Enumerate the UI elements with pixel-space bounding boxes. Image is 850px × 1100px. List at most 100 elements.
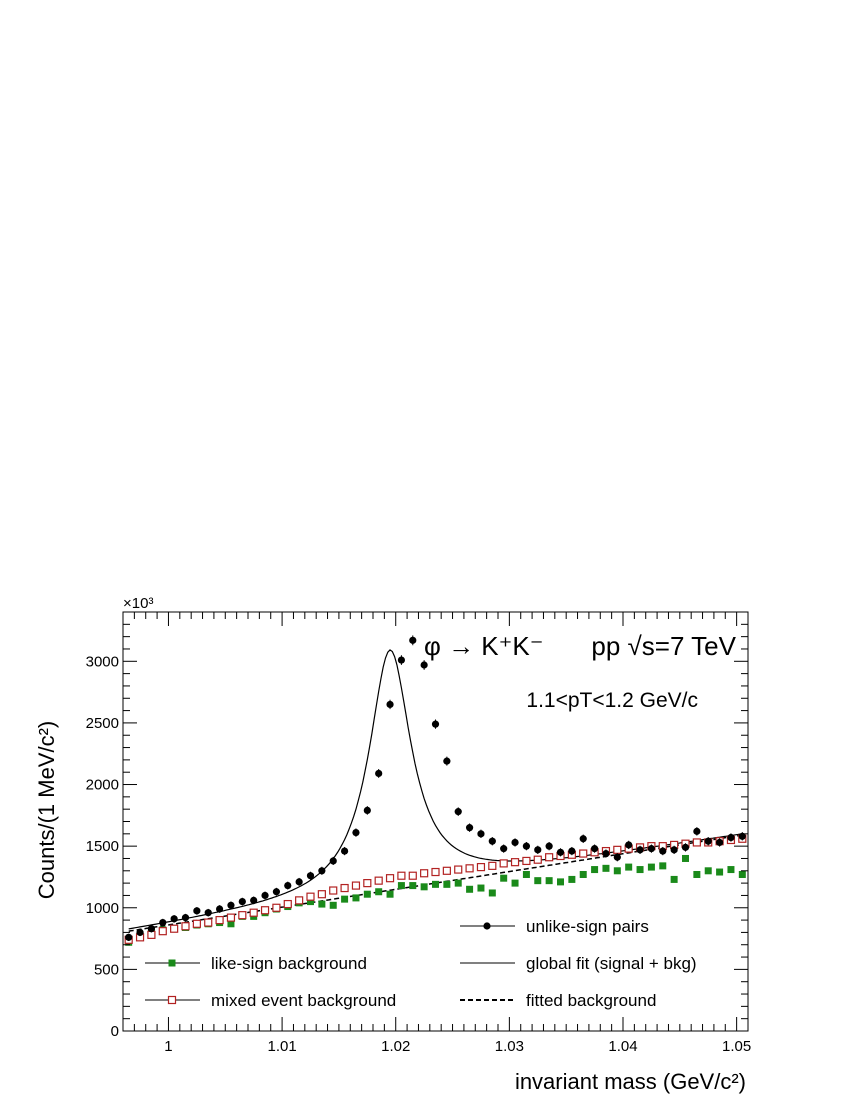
data-point bbox=[158, 927, 167, 936]
y-axis-title: Counts/(1 MeV/c²) bbox=[34, 721, 59, 900]
data-point bbox=[534, 846, 542, 854]
legend-entry: fitted background bbox=[460, 991, 656, 1010]
data-point bbox=[681, 843, 690, 851]
legend-marker bbox=[167, 995, 177, 1005]
data-point bbox=[375, 888, 383, 896]
data-point bbox=[295, 878, 303, 886]
x-axis-title: invariant mass (GeV/c²) bbox=[515, 1069, 746, 1094]
data-point bbox=[136, 928, 144, 937]
data-point bbox=[579, 835, 587, 843]
data-point bbox=[545, 853, 554, 862]
data-point bbox=[227, 901, 235, 909]
data-point bbox=[307, 898, 314, 906]
data-point bbox=[591, 866, 599, 874]
data-point bbox=[181, 922, 190, 931]
data-point bbox=[465, 864, 474, 873]
data-point bbox=[215, 915, 224, 925]
data-point bbox=[692, 838, 701, 847]
data-point bbox=[238, 898, 246, 906]
data-point bbox=[522, 842, 531, 850]
data-point bbox=[397, 871, 406, 880]
data-point bbox=[204, 918, 213, 927]
data-point bbox=[568, 875, 576, 883]
data-point bbox=[204, 909, 212, 917]
data-point bbox=[125, 933, 133, 941]
data-point bbox=[602, 849, 610, 858]
data-point bbox=[659, 862, 667, 870]
data-point bbox=[215, 905, 224, 913]
data-point bbox=[306, 872, 315, 880]
data-point bbox=[147, 930, 156, 939]
data-point bbox=[693, 870, 701, 878]
data-point bbox=[329, 886, 338, 895]
legend-label: mixed event background bbox=[211, 991, 396, 1010]
data-point bbox=[613, 845, 622, 854]
data-point bbox=[192, 919, 201, 928]
data-point bbox=[295, 896, 304, 905]
data-point bbox=[272, 903, 281, 912]
x-tick-label: 1.04 bbox=[608, 1038, 637, 1055]
data-point bbox=[283, 899, 292, 909]
data-point bbox=[363, 890, 371, 898]
x-tick-label: 1.05 bbox=[722, 1038, 751, 1055]
data-point bbox=[284, 881, 292, 890]
data-point bbox=[477, 884, 485, 892]
data-point bbox=[500, 874, 508, 882]
data-point bbox=[226, 913, 236, 922]
data-point bbox=[488, 889, 496, 897]
data-point bbox=[272, 888, 281, 896]
data-point bbox=[306, 892, 315, 901]
decay-annotation: φ → K⁺K⁻ bbox=[424, 631, 543, 661]
data-point bbox=[340, 883, 349, 893]
x-tick-label: 1 bbox=[164, 1038, 172, 1055]
data-point bbox=[590, 845, 599, 853]
data-point bbox=[704, 837, 712, 845]
data-point bbox=[682, 854, 689, 862]
legend-marker bbox=[483, 922, 491, 930]
data-point bbox=[386, 890, 394, 898]
data-point bbox=[261, 891, 269, 900]
data-point bbox=[522, 870, 530, 878]
data-point bbox=[488, 861, 497, 870]
data-point bbox=[317, 890, 326, 899]
data-point bbox=[420, 661, 428, 669]
legend-label: fitted background bbox=[526, 991, 656, 1010]
data-point bbox=[352, 828, 360, 837]
data-point bbox=[727, 866, 735, 874]
legend-label: unlike-sign pairs bbox=[526, 917, 649, 936]
legend: unlike-sign pairs like-sign background glo… bbox=[145, 917, 697, 1010]
legend-label: global fit (signal + bkg) bbox=[526, 954, 697, 973]
data-point bbox=[420, 883, 428, 891]
legend-entry: unlike-sign pairs bbox=[460, 917, 649, 936]
data-point bbox=[557, 878, 564, 886]
data-point bbox=[408, 871, 417, 880]
data-point bbox=[579, 849, 588, 858]
y-tick-label: 3000 bbox=[86, 653, 119, 670]
data-point bbox=[533, 855, 542, 864]
data-point bbox=[511, 879, 519, 887]
data-point bbox=[659, 847, 667, 855]
system-annotation: pp √s=7 TeV bbox=[591, 631, 736, 661]
data-point bbox=[181, 914, 190, 922]
data-point bbox=[329, 901, 337, 909]
data-point bbox=[397, 656, 406, 664]
data-point bbox=[511, 838, 519, 847]
data-point bbox=[318, 867, 326, 875]
data-point bbox=[568, 847, 576, 855]
data-point bbox=[602, 864, 610, 872]
data-point bbox=[431, 720, 440, 728]
data-point bbox=[647, 863, 655, 871]
legend-marker bbox=[168, 959, 176, 967]
data-point bbox=[443, 880, 451, 888]
data-point bbox=[454, 808, 462, 816]
y-tick-label: 1500 bbox=[86, 838, 119, 855]
data-point bbox=[647, 845, 656, 853]
data-point bbox=[488, 837, 496, 845]
data-point bbox=[579, 870, 587, 878]
y-tick-label: 2000 bbox=[86, 777, 119, 794]
data-point bbox=[499, 859, 508, 868]
data-point bbox=[374, 876, 383, 885]
data-point bbox=[385, 874, 395, 883]
data-point bbox=[329, 857, 337, 865]
data-point bbox=[625, 863, 633, 871]
